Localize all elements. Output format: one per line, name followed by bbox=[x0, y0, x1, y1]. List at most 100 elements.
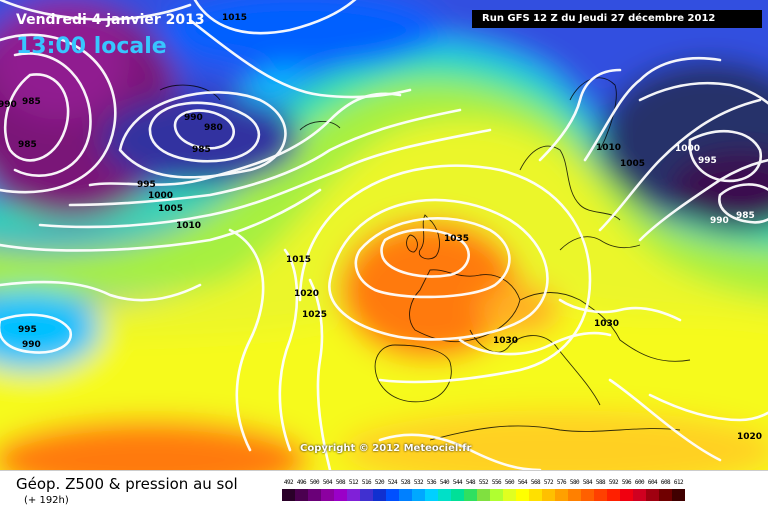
scale-swatch bbox=[399, 489, 412, 501]
scale-swatch bbox=[347, 489, 360, 501]
scale-swatch bbox=[295, 489, 308, 501]
scale-step: 528 bbox=[399, 479, 412, 501]
scale-label: 544 bbox=[452, 479, 463, 486]
model-run-label: Run GFS 12 Z du Jeudi 27 décembre 2012 bbox=[472, 10, 762, 28]
scale-swatch bbox=[386, 489, 399, 501]
scale-swatch bbox=[568, 489, 581, 501]
scale-swatch bbox=[581, 489, 594, 501]
scale-swatch bbox=[633, 489, 646, 501]
scale-swatch bbox=[594, 489, 607, 501]
isobar-label: 1020 bbox=[294, 289, 319, 299]
scale-swatch bbox=[360, 489, 373, 501]
scale-swatch bbox=[620, 489, 633, 501]
scale-step: 552 bbox=[477, 479, 490, 501]
scale-step: 544 bbox=[451, 479, 464, 501]
scale-label: 548 bbox=[465, 479, 476, 486]
scale-step: 540 bbox=[438, 479, 451, 501]
scale-swatch bbox=[659, 489, 672, 501]
scale-label: 496 bbox=[296, 479, 307, 486]
scale-swatch bbox=[607, 489, 620, 501]
isobar-labels: 1015 990 985 985 990 980 985 995 1000 10… bbox=[0, 13, 762, 442]
isobar-label: 985 bbox=[18, 140, 37, 150]
isobar-label: 1000 bbox=[675, 144, 700, 154]
scale-swatch bbox=[282, 489, 295, 501]
scale-label: 576 bbox=[556, 479, 567, 486]
scale-label: 524 bbox=[387, 479, 398, 486]
scale-swatch bbox=[321, 489, 334, 501]
forecast-range: (+ 192h) bbox=[24, 495, 69, 506]
scale-label: 560 bbox=[504, 479, 515, 486]
scale-label: 512 bbox=[348, 479, 359, 486]
isobar-label: 1005 bbox=[158, 204, 183, 214]
scale-label: 600 bbox=[634, 479, 645, 486]
isobar-label: 980 bbox=[204, 123, 223, 133]
scale-step: 568 bbox=[529, 479, 542, 501]
scale-step: 536 bbox=[425, 479, 438, 501]
scale-swatch bbox=[477, 489, 490, 501]
scale-swatch bbox=[646, 489, 659, 501]
scale-label: 504 bbox=[322, 479, 333, 486]
scale-label: 580 bbox=[569, 479, 580, 486]
legend-bar: Géop. Z500 & pression au sol (+ 192h) 49… bbox=[0, 470, 768, 513]
map-title: Géop. Z500 & pression au sol bbox=[16, 475, 238, 493]
isobar-label: 985 bbox=[192, 145, 211, 155]
scale-label: 612 bbox=[673, 479, 684, 486]
scale-step: 588 bbox=[594, 479, 607, 501]
isobar-label: 1035 bbox=[444, 234, 469, 244]
isobar-label: 1025 bbox=[302, 310, 327, 320]
scale-label: 592 bbox=[608, 479, 619, 486]
scale-step: 576 bbox=[555, 479, 568, 501]
scale-step: 580 bbox=[568, 479, 581, 501]
isobar-label: 985 bbox=[22, 97, 41, 107]
isobar-label: 1015 bbox=[286, 255, 311, 265]
scale-label: 500 bbox=[309, 479, 320, 486]
scale-swatch bbox=[490, 489, 503, 501]
scale-step: 500 bbox=[308, 479, 321, 501]
scale-step: 596 bbox=[620, 479, 633, 501]
scale-step: 516 bbox=[360, 479, 373, 501]
scale-step: 548 bbox=[464, 479, 477, 501]
scale-step: 524 bbox=[386, 479, 399, 501]
scale-swatch bbox=[516, 489, 529, 501]
scale-swatch bbox=[672, 489, 685, 501]
isobar-label: 995 bbox=[18, 325, 37, 335]
scale-step: 512 bbox=[347, 479, 360, 501]
scale-swatch bbox=[529, 489, 542, 501]
scale-step: 584 bbox=[581, 479, 594, 501]
scale-label: 588 bbox=[595, 479, 606, 486]
scale-swatch bbox=[308, 489, 321, 501]
scale-swatch bbox=[412, 489, 425, 501]
copyright-notice: Copyright © 2012 Meteociel.fr bbox=[300, 443, 472, 454]
scale-step: 492 bbox=[282, 479, 295, 501]
isobar-label: 1010 bbox=[596, 143, 621, 153]
scale-swatch bbox=[503, 489, 516, 501]
scale-swatch bbox=[451, 489, 464, 501]
weather-map: 1015 990 985 985 990 980 985 995 1000 10… bbox=[0, 0, 768, 470]
scale-swatch bbox=[425, 489, 438, 501]
scale-label: 540 bbox=[439, 479, 450, 486]
isobar-label: 1010 bbox=[176, 221, 201, 231]
scale-label: 532 bbox=[413, 479, 424, 486]
scale-step: 564 bbox=[516, 479, 529, 501]
isobar-label: 1000 bbox=[148, 191, 173, 201]
scale-step: 592 bbox=[607, 479, 620, 501]
scale-label: 564 bbox=[517, 479, 528, 486]
isobar-label: 990 bbox=[710, 216, 729, 226]
scale-label: 608 bbox=[660, 479, 671, 486]
isobar-label: 1030 bbox=[594, 319, 619, 329]
scale-step: 504 bbox=[321, 479, 334, 501]
scale-swatch bbox=[438, 489, 451, 501]
isobar-label: 985 bbox=[736, 211, 755, 221]
scale-step: 612 bbox=[672, 479, 685, 501]
scale-label: 508 bbox=[335, 479, 346, 486]
isobar-label: 990 bbox=[184, 113, 203, 123]
isobar-label: 995 bbox=[698, 156, 717, 166]
forecast-date: Vendredi 4 janvier 2013 bbox=[16, 12, 205, 28]
scale-label: 584 bbox=[582, 479, 593, 486]
isobar-label: 1005 bbox=[620, 159, 645, 169]
scale-step: 520 bbox=[373, 479, 386, 501]
forecast-time: 13:00 locale bbox=[16, 34, 167, 59]
scale-step: 496 bbox=[295, 479, 308, 501]
scale-swatch bbox=[373, 489, 386, 501]
